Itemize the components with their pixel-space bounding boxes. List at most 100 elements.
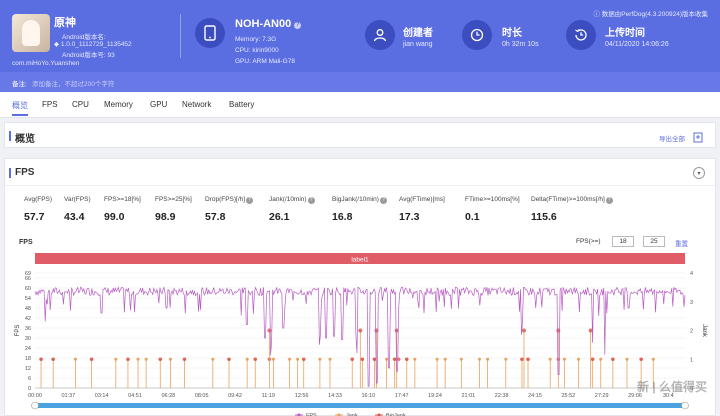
note-input[interactable]: 添加备注，不超过200个字符 <box>32 81 115 88</box>
metric-value: 0.1 <box>465 211 480 223</box>
y-axis-label: FPS <box>15 325 21 337</box>
x-tick-label: 29:06 <box>628 393 642 399</box>
jank-point <box>599 357 603 361</box>
tab-bar: 概览 FPS CPU Memory GPU Network Battery <box>0 92 720 118</box>
y-tick-label: 12 <box>25 366 31 372</box>
tab-battery[interactable]: Battery <box>229 100 255 109</box>
user-icon <box>365 20 395 50</box>
metric-value: 26.1 <box>269 211 290 223</box>
legend-marker <box>297 413 301 416</box>
clock-icon <box>462 20 492 50</box>
legend-label: BigJank <box>386 413 406 416</box>
y-right-tick-label: 3 <box>690 300 693 306</box>
y-tick-label: 0 <box>28 386 31 392</box>
jank-point <box>548 357 552 361</box>
bigjank-point <box>526 357 530 362</box>
time-range-slider[interactable] <box>35 403 685 408</box>
tab-cpu[interactable]: CPU <box>72 100 89 109</box>
jank-point <box>73 357 77 361</box>
app-avatar <box>12 14 50 52</box>
jank-point <box>504 357 508 361</box>
jank-point <box>136 357 140 361</box>
app-version-line: ◆ 1.0.0_1112729_1135452 <box>54 41 132 48</box>
export-icon[interactable] <box>693 130 703 143</box>
metric-value: 17.3 <box>399 211 420 223</box>
jank-point <box>271 357 275 361</box>
jank-point <box>296 357 300 361</box>
x-tick-label: 00:00 <box>28 393 42 399</box>
metric-label: BigJank(/10min)? <box>332 196 387 204</box>
device-memory: Memory: 7.3G <box>235 36 277 43</box>
x-tick-label: 12:56 <box>295 393 309 399</box>
creator-value: jian wang <box>403 41 433 48</box>
x-tick-label: 01:37 <box>61 393 75 399</box>
tab-gpu[interactable]: GPU <box>150 100 168 109</box>
bigjank-point <box>253 357 258 362</box>
jank-point <box>478 357 482 361</box>
bigjank-point <box>520 357 524 362</box>
help-icon[interactable]: ? <box>246 197 254 204</box>
jank-point <box>328 357 332 361</box>
watermark: 新 | 么值得买 <box>636 380 707 394</box>
tab-network[interactable]: Network <box>182 100 212 109</box>
fps-threshold-input-1[interactable]: 18 <box>612 236 634 247</box>
x-tick-label: 06:28 <box>161 393 175 399</box>
device-help-icon[interactable]: ? <box>294 22 302 29</box>
device-name: NOH-AN00 ? <box>235 18 302 30</box>
x-tick-label: 25:52 <box>561 393 575 399</box>
metric-label: Var(FPS) <box>64 196 91 203</box>
jank-point <box>651 357 655 361</box>
bigjank-point <box>182 357 187 362</box>
bigjank-high-point <box>358 328 363 333</box>
x-tick-label: 16:10 <box>361 393 375 399</box>
x-tick-label: 30:4 <box>663 393 674 399</box>
metric-value: 57.8 <box>205 211 226 223</box>
reset-link[interactable]: 重置 <box>675 241 688 248</box>
note-bar[interactable]: 备注: 添加备注，不超过200个字符 <box>0 72 720 92</box>
x-tick-label: 11:19 <box>262 393 275 399</box>
jank-point <box>577 357 581 361</box>
export-all-link[interactable]: 导出全部 <box>659 136 685 143</box>
panel-divider <box>5 185 715 186</box>
header-separator <box>180 14 181 58</box>
jank-point <box>443 357 447 361</box>
phone-icon <box>195 18 225 48</box>
collapse-button[interactable]: ▾ <box>693 167 705 179</box>
slider-handle-right[interactable] <box>681 401 689 410</box>
jank-point <box>114 357 118 361</box>
fps-panel: FPS ▾ Avg(FPS) 57.7 Var(FPS) 43.4 FPS>=18[%]… <box>4 158 716 416</box>
jank-point <box>245 357 249 361</box>
metric-label: Avg(FPS) <box>24 196 53 203</box>
duration-value: 0h 32m 10s <box>502 41 539 48</box>
report-header: 原神 Android版本名: ◆ 1.0.0_1112729_1135452 A… <box>0 0 720 72</box>
x-tick-label: 08:05 <box>195 393 209 399</box>
fps-threshold-input-2[interactable]: 25 <box>643 236 665 247</box>
label-band <box>35 253 685 264</box>
x-tick-label: 04:51 <box>128 393 142 399</box>
help-icon[interactable]: ? <box>307 197 315 204</box>
overview-title: 概览 <box>9 130 35 145</box>
tab-fps[interactable]: FPS <box>42 100 58 109</box>
help-icon[interactable]: ? <box>605 197 613 204</box>
jank-point <box>168 357 172 361</box>
bigjank-point <box>126 357 130 362</box>
upload-title: 上传时间 <box>605 28 645 39</box>
bigjank-point <box>360 357 365 362</box>
x-tick-label: 09:42 <box>228 393 242 399</box>
jank-point <box>413 357 417 361</box>
x-tick-label: 14:33 <box>328 393 342 399</box>
bigjank-point <box>158 357 163 362</box>
device-cpu: CPU: kirin9000 <box>235 47 279 54</box>
metric-value: 115.6 <box>531 211 557 223</box>
fps-chart-heading: FPS <box>19 239 33 246</box>
tab-overview[interactable]: 概览 <box>12 101 28 116</box>
x-tick-label: 24:15 <box>528 393 542 399</box>
note-label: 备注: <box>12 81 27 88</box>
tab-memory[interactable]: Memory <box>104 100 133 109</box>
version-text: ⓘ 数据由PerfDog(4.3.200924)版本收集 <box>593 11 708 18</box>
y-tick-label: 48 <box>25 306 31 312</box>
help-icon[interactable]: ? <box>379 197 387 204</box>
jank-point <box>144 357 148 361</box>
slider-handle-left[interactable] <box>31 401 39 410</box>
